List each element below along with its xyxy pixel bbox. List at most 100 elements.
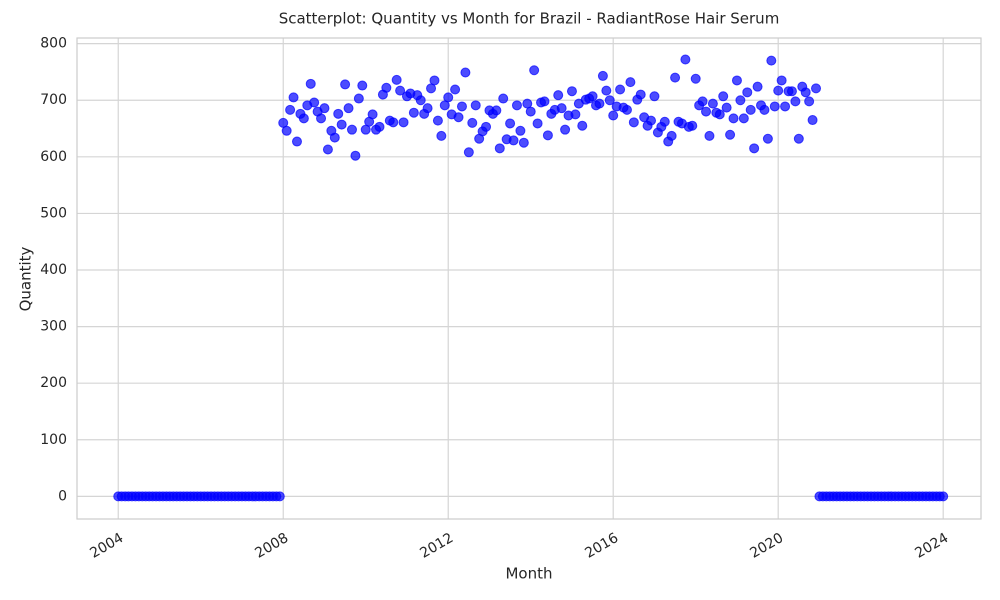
point xyxy=(690,73,701,84)
point xyxy=(790,96,801,107)
y-tick-label: 400 xyxy=(40,262,67,278)
point xyxy=(415,95,426,106)
point xyxy=(752,81,763,92)
point xyxy=(388,117,399,128)
point xyxy=(556,103,567,114)
point xyxy=(309,97,320,108)
point xyxy=(456,101,467,112)
point xyxy=(704,130,715,141)
point xyxy=(800,87,811,98)
point xyxy=(281,125,292,136)
point xyxy=(436,130,447,141)
point xyxy=(804,96,815,107)
point xyxy=(340,79,351,90)
point xyxy=(511,100,522,111)
point xyxy=(274,491,285,502)
point xyxy=(515,125,526,136)
point xyxy=(666,130,677,141)
point xyxy=(353,93,364,104)
point xyxy=(742,87,753,98)
y-axis-label: Quantity xyxy=(17,246,35,311)
point xyxy=(429,75,440,86)
point xyxy=(701,106,712,117)
point xyxy=(329,132,340,143)
point xyxy=(298,113,309,124)
point xyxy=(322,144,333,155)
point xyxy=(646,115,657,126)
point xyxy=(505,118,516,129)
point xyxy=(460,67,471,78)
point xyxy=(443,92,454,103)
point xyxy=(769,101,780,112)
point xyxy=(542,130,553,141)
y-tick-label: 500 xyxy=(40,205,67,221)
point xyxy=(285,104,296,115)
point xyxy=(745,104,756,115)
point xyxy=(735,95,746,106)
point xyxy=(635,89,646,100)
point xyxy=(807,115,818,126)
point xyxy=(508,135,519,146)
point xyxy=(553,90,564,101)
point xyxy=(408,107,419,118)
point xyxy=(367,109,378,120)
point xyxy=(463,147,474,158)
point xyxy=(391,74,402,85)
chart-title: Scatterplot: Quantity vs Month for Brazi… xyxy=(279,10,780,28)
point xyxy=(707,98,718,109)
point xyxy=(601,85,612,96)
point xyxy=(594,98,605,109)
point xyxy=(670,72,681,83)
point xyxy=(793,133,804,144)
point xyxy=(305,78,316,89)
point xyxy=(628,117,639,128)
point xyxy=(570,109,581,120)
point xyxy=(659,116,670,127)
point xyxy=(539,96,550,107)
point xyxy=(786,86,797,97)
x-axis-label: Month xyxy=(505,565,552,583)
point xyxy=(491,105,502,116)
point xyxy=(587,91,598,102)
point xyxy=(346,124,357,135)
y-tick-label: 700 xyxy=(40,92,67,108)
point xyxy=(532,118,543,129)
point xyxy=(780,101,791,112)
point xyxy=(714,109,725,120)
y-tick-label: 100 xyxy=(40,432,67,448)
point xyxy=(453,112,464,123)
point xyxy=(398,117,409,128)
point xyxy=(470,100,481,111)
y-tick-label: 0 xyxy=(58,488,67,504)
point xyxy=(749,143,760,154)
point xyxy=(450,84,461,95)
point xyxy=(608,110,619,121)
point xyxy=(343,103,354,114)
y-tick-label: 600 xyxy=(40,149,67,165)
point xyxy=(649,91,660,102)
point xyxy=(766,55,777,66)
point xyxy=(498,93,509,104)
point xyxy=(938,491,949,502)
point xyxy=(336,119,347,130)
point xyxy=(597,70,608,81)
point xyxy=(374,121,385,132)
point xyxy=(291,136,302,147)
point xyxy=(762,133,773,144)
y-tick-label: 200 xyxy=(40,375,67,391)
point xyxy=(481,121,492,132)
point xyxy=(604,95,615,106)
point xyxy=(518,137,529,148)
point xyxy=(728,113,739,124)
point xyxy=(687,120,698,131)
point xyxy=(319,103,330,114)
point xyxy=(422,103,433,114)
point xyxy=(566,86,577,97)
plot-frame xyxy=(76,37,982,520)
y-tick-label: 300 xyxy=(40,319,67,335)
point xyxy=(288,92,299,103)
point xyxy=(721,102,732,113)
